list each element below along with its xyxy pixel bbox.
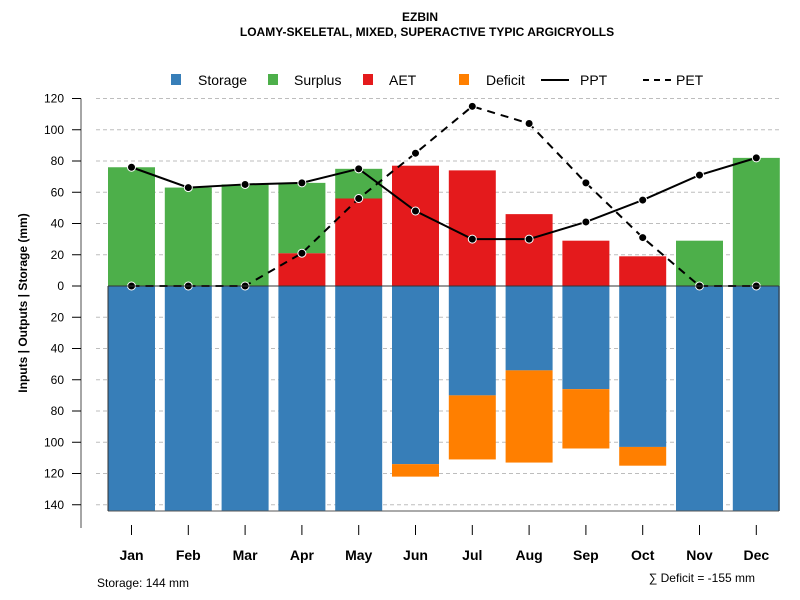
legend-swatch-surplus xyxy=(268,74,278,85)
surplus-bar-mar xyxy=(221,184,269,286)
x-tick-label-apr: Apr xyxy=(290,547,315,563)
surplus-bar-nov xyxy=(676,240,723,286)
storage-bar-mar xyxy=(221,286,269,511)
y-axis-label: Inputs | Outputs | Storage (mm) xyxy=(16,213,30,392)
deficit-bar-sep xyxy=(562,389,610,449)
aet-bar-aug xyxy=(505,214,553,286)
bars xyxy=(108,157,780,511)
deficit-bar-oct xyxy=(619,446,667,466)
legend-label-deficit: Deficit xyxy=(486,72,525,88)
pet-point-jul xyxy=(467,101,477,111)
y-tick-label: 60 xyxy=(51,185,65,199)
ppt-point-apr xyxy=(297,178,307,188)
deficit-bar-jun xyxy=(392,464,439,477)
legend-label-ppt: PPT xyxy=(580,72,608,88)
aet-bar-jun xyxy=(392,165,439,286)
legend-swatch-storage xyxy=(171,74,181,85)
x-tick-label-aug: Aug xyxy=(515,547,542,563)
ppt-point-jan xyxy=(127,162,136,172)
y-tick-label: 140 xyxy=(44,498,64,512)
aet-bar-jul xyxy=(448,170,496,286)
storage-bar-oct xyxy=(619,286,667,447)
storage-bar-jan xyxy=(108,286,155,511)
pet-point-oct xyxy=(638,233,648,243)
pet-point-may xyxy=(354,194,364,203)
x-tick-label-mar: Mar xyxy=(233,547,258,563)
storage-bar-apr xyxy=(278,286,326,511)
surplus-bar-apr xyxy=(278,182,326,254)
pet-point-sep xyxy=(581,178,591,188)
y-tick-label: 20 xyxy=(51,248,65,262)
x-tick-label-may: May xyxy=(345,547,372,563)
deficit-annotation: ∑ Deficit = -155 mm xyxy=(649,571,755,585)
y-tick-label: 20 xyxy=(51,310,65,324)
legend: Storage Surplus AET Deficit PPT PET xyxy=(171,72,704,88)
surplus-bar-feb xyxy=(164,187,212,286)
storage-bar-dec xyxy=(732,286,780,511)
storage-bar-feb xyxy=(164,286,212,511)
chart-subtitle: LOAMY-SKELETAL, MIXED, SUPERACTIVE TYPIC… xyxy=(240,25,614,39)
x-tick-label-jul: Jul xyxy=(462,547,482,563)
aet-bar-apr xyxy=(278,253,326,286)
storage-bar-nov xyxy=(676,286,723,511)
ppt-point-sep xyxy=(581,217,591,227)
ppt-line xyxy=(131,156,757,241)
ppt-point-nov xyxy=(695,170,704,180)
ppt-point-may xyxy=(354,164,364,174)
x-tick-label-nov: Nov xyxy=(686,547,713,563)
y-tick-label: 80 xyxy=(51,404,65,418)
storage-annotation: Storage: 144 mm xyxy=(97,576,189,590)
ppt-point-oct xyxy=(638,195,648,205)
pet-point-apr xyxy=(297,248,307,258)
x-tick-label-jun: Jun xyxy=(403,547,428,563)
storage-bar-aug xyxy=(505,286,553,371)
x-tick-label-sep: Sep xyxy=(573,547,599,563)
legend-label-aet: AET xyxy=(389,72,417,88)
x-tick-label-dec: Dec xyxy=(743,547,769,563)
legend-label-surplus: Surplus xyxy=(294,72,341,88)
y-tick-label: 120 xyxy=(44,467,64,481)
y-tick-label: 40 xyxy=(51,342,65,356)
legend-label-pet: PET xyxy=(676,72,704,88)
axes: 0 20 40 60 80 100 120 20 40 60 80 100 120 140 Jan Feb Ma… xyxy=(44,92,780,563)
y-tick-label: 120 xyxy=(44,92,64,106)
y-tick-label: 100 xyxy=(44,123,64,137)
storage-bar-jul xyxy=(448,286,496,396)
pet-point-jun xyxy=(411,148,420,158)
ppt-point-mar xyxy=(240,179,250,189)
ppt-point-feb xyxy=(183,183,193,193)
deficit-bar-aug xyxy=(505,370,553,463)
x-tick-label-jan: Jan xyxy=(119,547,143,563)
y-tick-label: 100 xyxy=(44,435,64,449)
legend-swatch-deficit xyxy=(459,74,469,85)
aet-bar-sep xyxy=(562,240,610,286)
ppt-point-jun xyxy=(411,206,420,216)
storage-bar-sep xyxy=(562,286,610,390)
deficit-bar-jul xyxy=(448,395,496,460)
ppt-point-aug xyxy=(524,234,534,244)
y-tick-label: 0 xyxy=(57,279,64,293)
legend-label-storage: Storage xyxy=(198,72,247,88)
pet-point-aug xyxy=(524,119,534,128)
storage-bar-may xyxy=(335,286,383,511)
ppt-point-dec xyxy=(751,153,761,163)
chart-title: EZBIN xyxy=(402,10,438,24)
legend-swatch-aet xyxy=(363,74,373,85)
surplus-bar-jan xyxy=(108,167,155,286)
y-tick-label: 40 xyxy=(51,217,65,231)
y-tick-label: 80 xyxy=(51,154,65,168)
surplus-bar-may xyxy=(335,168,383,199)
storage-bar-jun xyxy=(392,286,439,465)
x-tick-label-feb: Feb xyxy=(176,547,201,563)
aet-bar-may xyxy=(335,198,383,286)
aet-bar-oct xyxy=(619,256,667,286)
ppt-point-jul xyxy=(467,234,477,244)
x-tick-label-oct: Oct xyxy=(631,547,655,563)
y-tick-label: 60 xyxy=(51,373,65,387)
surplus-bar-dec xyxy=(732,157,780,286)
